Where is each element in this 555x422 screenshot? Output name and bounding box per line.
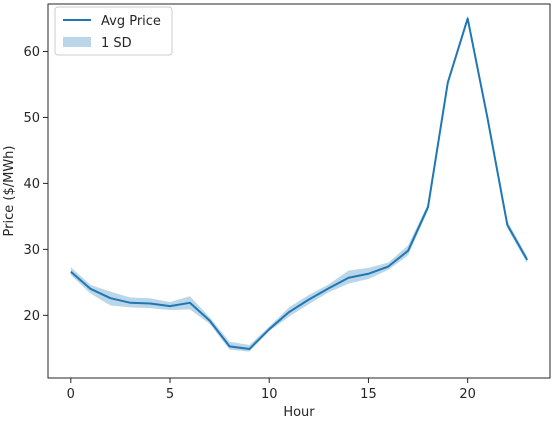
data-point xyxy=(387,265,389,267)
legend-swatch-patch xyxy=(63,37,91,47)
data-point xyxy=(248,348,250,350)
data-point xyxy=(407,249,409,251)
data-point xyxy=(209,319,211,321)
plot-area xyxy=(70,15,529,352)
data-point xyxy=(268,328,270,330)
x-tick-label: 20 xyxy=(459,387,476,402)
data-point xyxy=(169,305,171,307)
y-tick-label: 40 xyxy=(23,177,40,192)
data-point xyxy=(447,81,449,83)
x-tick-label: 0 xyxy=(67,387,75,402)
y-tick-label: 50 xyxy=(23,111,40,126)
legend: Avg Price 1 SD xyxy=(54,6,173,56)
data-point xyxy=(526,259,528,261)
y-tick-label: 60 xyxy=(23,45,40,60)
data-point xyxy=(70,271,72,273)
data-point xyxy=(367,273,369,275)
data-point xyxy=(149,302,151,304)
x-axis-label: Hour xyxy=(283,405,315,420)
y-axis-label: Price ($/MWh) xyxy=(2,146,17,237)
x-tick-label: 10 xyxy=(261,387,278,402)
data-point xyxy=(328,287,330,289)
data-point xyxy=(466,17,468,19)
data-point xyxy=(89,288,91,290)
data-point xyxy=(228,345,230,347)
data-point xyxy=(308,298,310,300)
x-tick-label: 15 xyxy=(360,387,377,402)
data-point xyxy=(189,302,191,304)
data-point xyxy=(506,224,508,226)
x-tick-label: 5 xyxy=(166,387,174,402)
y-tick-label: 30 xyxy=(23,243,40,258)
data-point xyxy=(427,206,429,208)
legend-label: Avg Price xyxy=(101,14,161,29)
data-point xyxy=(129,302,131,304)
axes-frame xyxy=(47,3,551,379)
data-point xyxy=(288,311,290,313)
axes: 0 5 10 15 20 20 30 40 50 60 Hour Price ($/MWh) xyxy=(2,3,551,420)
avg-price-line xyxy=(70,17,529,350)
data-point xyxy=(109,297,111,299)
data-point xyxy=(347,277,349,279)
y-tick-label: 20 xyxy=(23,309,40,324)
data-point xyxy=(486,117,488,119)
legend-label: 1 SD xyxy=(101,36,132,51)
